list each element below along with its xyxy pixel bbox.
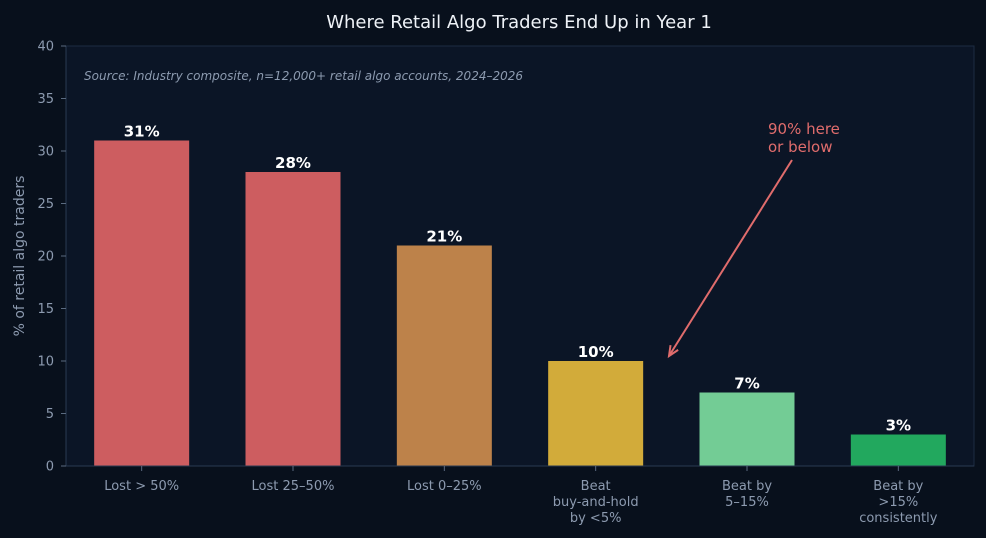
x-tick-label: by <5% xyxy=(570,511,622,526)
plot-area xyxy=(65,45,975,467)
bar xyxy=(699,392,795,466)
annotation-text: or below xyxy=(768,138,832,156)
chart-title: Where Retail Algo Traders End Up in Year… xyxy=(326,12,712,33)
y-axis: 0 5 10 15 20 25 30 35 40 xyxy=(37,40,67,475)
x-tick-label: buy-and-hold xyxy=(553,495,639,510)
bar-value-label: 3% xyxy=(886,417,911,435)
x-tick-label: Lost > 50% xyxy=(104,479,179,494)
source-note: Source: Industry composite, n=12,000+ re… xyxy=(84,69,523,83)
bars: 31% 28% 21% 10% 7% 3% xyxy=(94,123,946,466)
y-tick-label: 25 xyxy=(37,197,54,212)
x-tick-label: 5–15% xyxy=(725,495,769,510)
y-tick-label: 5 xyxy=(46,407,54,422)
annotation-arrowhead xyxy=(667,344,679,359)
y-tick-label: 20 xyxy=(37,250,54,265)
bar-value-label: 28% xyxy=(275,154,311,172)
y-tick-label: 35 xyxy=(37,92,54,107)
bar-value-label: 21% xyxy=(426,228,462,246)
bar xyxy=(245,172,341,466)
y-tick-label: 0 xyxy=(46,460,54,475)
x-tick-label: >15% xyxy=(878,495,918,510)
x-tick-label: Beat by xyxy=(722,479,772,494)
x-tick-label: consistently xyxy=(859,511,938,526)
x-tick-label: Lost 25–50% xyxy=(252,479,335,494)
annotation-text: 90% here xyxy=(768,120,840,138)
bar xyxy=(396,245,492,466)
y-tick-label: 40 xyxy=(37,40,54,55)
bar xyxy=(94,140,190,466)
x-tick-label: Beat by xyxy=(873,479,923,494)
bar-value-label: 10% xyxy=(578,343,614,361)
y-tick-label: 30 xyxy=(37,145,54,160)
x-tick-label: Beat xyxy=(581,479,611,494)
annotation-arrow xyxy=(668,159,793,357)
x-axis: Lost > 50% Lost 25–50% Lost 0–25% Beatbuy-a… xyxy=(66,465,974,526)
bar xyxy=(548,361,644,466)
y-tick-label: 15 xyxy=(37,302,54,317)
bar xyxy=(850,434,946,466)
y-tick-label: 10 xyxy=(37,355,54,370)
bar-value-label: 7% xyxy=(734,375,759,393)
x-tick-label: Lost 0–25% xyxy=(407,479,482,494)
bar-value-label: 31% xyxy=(124,123,160,141)
y-axis-label: % of retail algo traders xyxy=(12,176,28,337)
